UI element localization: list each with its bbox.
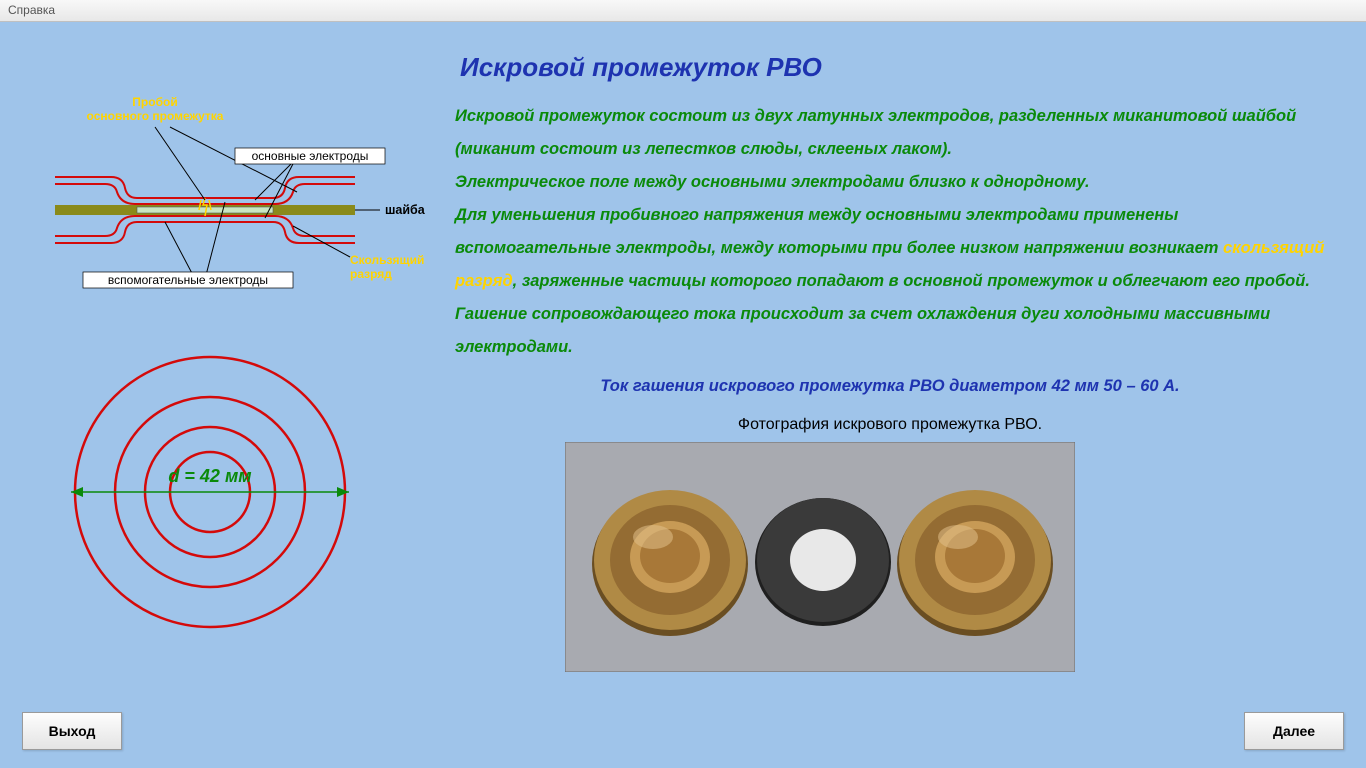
label-washer: шайба	[385, 203, 426, 217]
label-sliding-2: разряд	[350, 267, 392, 281]
photo-caption: Фотография искрового промежутка РВО.	[455, 409, 1325, 441]
label-sliding-1: Скользящий	[350, 253, 424, 267]
cross-section-diagram: Пробой основного промежутка основные эле…	[25, 92, 445, 302]
micanite-ring	[755, 498, 891, 626]
window-title: Справка	[8, 3, 55, 17]
label-main-electrodes: основные электроды	[252, 149, 369, 163]
body-text: Искровой промежуток состоит из двух лату…	[455, 100, 1325, 441]
leader-breakdown	[155, 127, 205, 200]
leader-sliding	[293, 226, 350, 257]
brass-disc-left	[592, 490, 748, 636]
topview-diagram: d = 42 мм	[45, 327, 375, 657]
next-button[interactable]: Далее	[1244, 712, 1344, 750]
bottom-electrode	[55, 216, 355, 236]
help-window: Справка Искровой промежуток РВО Искровой…	[0, 0, 1366, 768]
dimension-arrow	[71, 487, 349, 497]
label-breakdown-1: Пробой	[132, 95, 177, 109]
exit-button[interactable]: Выход	[22, 712, 122, 750]
label-breakdown-2: основного промежутка	[87, 109, 224, 123]
photo-illustration	[565, 442, 1075, 672]
page-title: Искровой промежуток РВО	[460, 52, 822, 83]
leader-aux	[165, 222, 195, 279]
top-electrode	[55, 184, 355, 204]
brass-disc-right	[897, 490, 1053, 636]
label-aux-electrodes: вспомогательные электроды	[108, 273, 268, 287]
bottom-electrode-2	[55, 222, 355, 243]
exit-button-label: Выход	[49, 723, 96, 739]
content-area: Искровой промежуток РВО Искровой промежу…	[0, 22, 1366, 768]
highlight-line: Ток гашения искрового промежутка РВО диа…	[455, 370, 1325, 403]
next-button-label: Далее	[1273, 723, 1315, 739]
diameter-label: d = 42 мм	[168, 466, 251, 486]
body-paragraph: Искровой промежуток состоит из двух лату…	[455, 107, 1324, 356]
top-electrode-2	[55, 177, 355, 198]
titlebar: Справка	[0, 0, 1366, 22]
